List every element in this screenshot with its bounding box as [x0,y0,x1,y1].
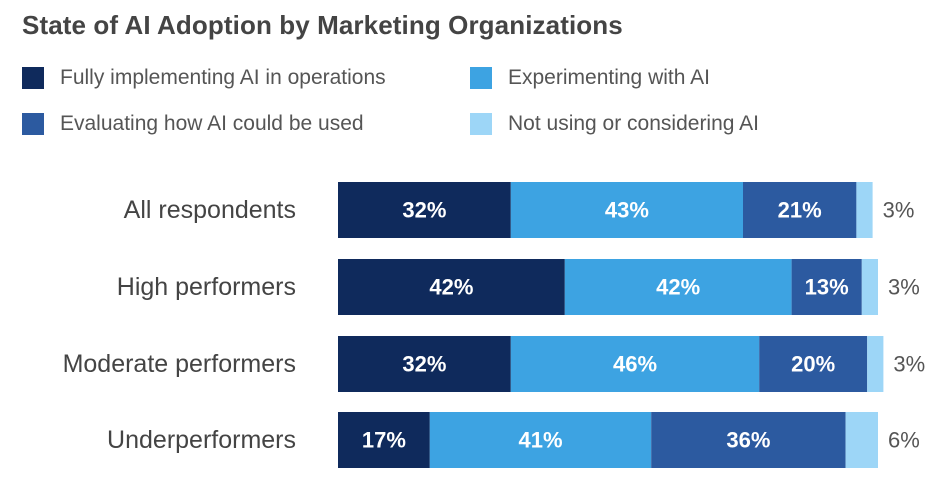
bar-segment-high-performers-experimenting-with-ai [564,259,792,315]
data-label-high-performers-evaluating-how-ai-could-be-used: 13% [805,275,849,300]
data-label-underperformers-fully-implementing-ai-in-operations: 17% [362,428,406,453]
chart-title: State of AI Adoption by Marketing Organi… [22,10,623,40]
legend-label-evaluating: Evaluating how AI could be used [60,112,364,135]
legend-swatch-experimenting [470,67,492,89]
data-label-moderate-performers-fully-implementing-ai-in-operations: 32% [402,352,446,377]
data-label-moderate-performers-experimenting-with-ai: 46% [613,352,657,377]
data-label-all-respondents-evaluating-how-ai-could-be-used: 21% [778,198,822,223]
data-label-high-performers-experimenting-with-ai: 42% [656,275,700,300]
legend-item-evaluating: Evaluating how AI could be used [22,112,364,136]
bar-segment-underperformers-fully-implementing-ai-in-operations [338,412,430,468]
category-label-all-respondents: All respondents [124,196,296,224]
data-label-underperformers-experimenting-with-ai: 41% [518,428,562,453]
bar-segment-high-performers-evaluating-how-ai-could-be-used [791,259,862,315]
data-label-underperformers-not-using-or-considering-ai: 6% [888,428,920,453]
bar-segment-all-respondents-evaluating-how-ai-could-be-used [743,182,857,238]
data-label-moderate-performers-not-using-or-considering-ai: 3% [893,352,925,377]
category-label-underperformers: Underperformers [107,426,296,454]
bar-segment-all-respondents-not-using-or-considering-ai [856,182,873,238]
legend-label-experimenting: Experimenting with AI [508,66,710,89]
category-label-high-performers: High performers [117,273,296,301]
bar-segment-moderate-performers-experimenting-with-ai [510,336,760,392]
bar-segment-high-performers-not-using-or-considering-ai [861,259,878,315]
legend-swatch-fully-implementing [22,67,44,89]
bar-segment-moderate-performers-not-using-or-considering-ai [867,336,884,392]
data-label-moderate-performers-evaluating-how-ai-could-be-used: 20% [791,352,835,377]
legend-item-not-using: Not using or considering AI [470,112,759,136]
bar-segment-moderate-performers-fully-implementing-ai-in-operations [338,336,511,392]
bar-segment-underperformers-evaluating-how-ai-could-be-used [651,412,846,468]
data-label-high-performers-fully-implementing-ai-in-operations: 42% [429,275,473,300]
legend-item-experimenting: Experimenting with AI [470,66,710,90]
bar-segment-all-respondents-fully-implementing-ai-in-operations [338,182,511,238]
legend-item-fully-implementing: Fully implementing AI in operations [22,66,386,90]
legend-swatch-not-using [470,113,492,135]
data-label-underperformers-evaluating-how-ai-could-be-used: 36% [726,428,770,453]
bar-segment-underperformers-experimenting-with-ai [429,412,652,468]
data-label-high-performers-not-using-or-considering-ai: 3% [888,275,920,300]
bar-segment-all-respondents-experimenting-with-ai [510,182,743,238]
bar-segment-moderate-performers-evaluating-how-ai-could-be-used [759,336,868,392]
category-label-moderate-performers: Moderate performers [63,350,296,378]
data-label-all-respondents-fully-implementing-ai-in-operations: 32% [402,198,446,223]
legend-label-not-using: Not using or considering AI [508,112,759,135]
legend-swatch-evaluating [22,113,44,135]
data-label-all-respondents-experimenting-with-ai: 43% [605,198,649,223]
legend-label-fully-implementing: Fully implementing AI in operations [60,66,386,89]
data-label-all-respondents-not-using-or-considering-ai: 3% [883,198,915,223]
bar-segment-high-performers-fully-implementing-ai-in-operations [338,259,565,315]
bar-segment-underperformers-not-using-or-considering-ai [845,412,878,468]
